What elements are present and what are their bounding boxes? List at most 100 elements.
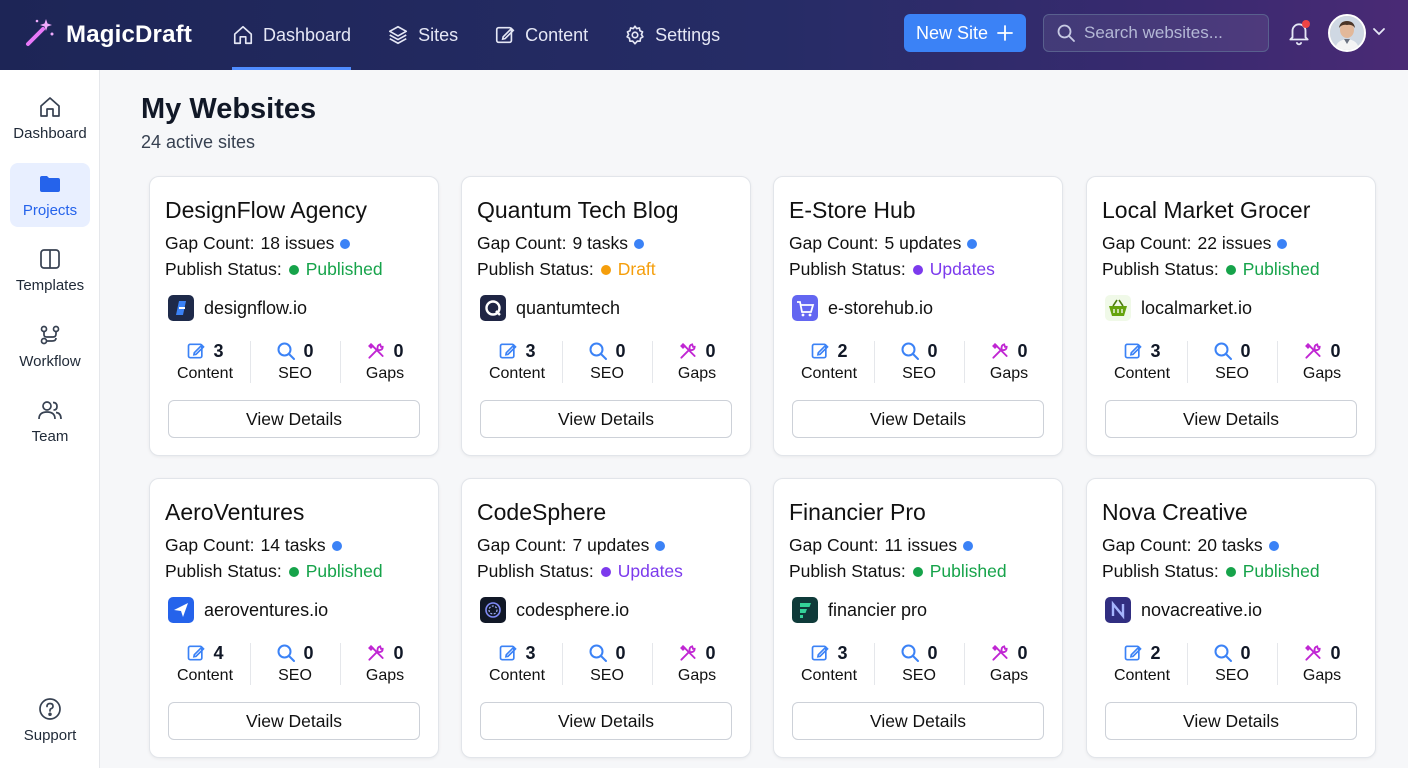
gap-indicator-dot	[633, 238, 644, 249]
nav-settings[interactable]: Settings	[624, 0, 720, 70]
site-name: CodeSphere	[477, 499, 607, 525]
sidebar-item-support[interactable]: Support	[10, 688, 90, 752]
site-domain[interactable]: e-storehub.io	[792, 295, 933, 321]
search-icon	[277, 644, 296, 662]
view-details-button[interactable]: View Details	[1105, 702, 1357, 740]
stat-seo: 0 SEO	[874, 339, 964, 385]
sidebar-item-workflow[interactable]: Workflow	[10, 314, 90, 378]
tools-icon	[1305, 645, 1322, 661]
content-count: 3	[837, 642, 848, 663]
gaps-label: Gaps	[677, 365, 717, 382]
seo-count: 0	[1240, 340, 1251, 361]
nav-sites[interactable]: Sites	[387, 0, 458, 70]
sidebar-item-templates[interactable]: Templates	[10, 238, 90, 302]
brand[interactable]: MagicDraft	[24, 16, 192, 53]
site-stats: 3 Content 0 SEO 0 Gaps	[160, 339, 430, 385]
status-badge: Updates	[929, 259, 995, 279]
stat-content: 2 Content	[784, 339, 874, 385]
view-details-button[interactable]: View Details	[792, 702, 1044, 740]
content-label: Content	[1113, 365, 1171, 382]
user-avatar-image	[1330, 16, 1364, 50]
site-domain[interactable]: designflow.io	[168, 295, 307, 321]
site-card: CodeSphere Gap Count: 7 updates Publish …	[461, 478, 751, 758]
sidebar-item-label: Workflow	[19, 352, 81, 370]
sidebar-item-label: Projects	[22, 201, 78, 219]
stat-seo: 0 SEO	[562, 641, 652, 687]
search-box	[1043, 14, 1269, 52]
nav-content[interactable]: Content	[494, 0, 588, 70]
view-details-button[interactable]: View Details	[1105, 400, 1357, 438]
site-card: AeroVentures Gap Count: 14 tasks Publish…	[149, 478, 439, 758]
gap-count: Gap Count: 7 updates	[477, 535, 666, 556]
view-details-button[interactable]: View Details	[480, 702, 732, 740]
new-site-button[interactable]: New Site	[904, 14, 1026, 52]
site-domain[interactable]: quantumtech	[480, 295, 620, 321]
gap-count-label: Gap Count:	[477, 535, 567, 555]
nav-dashboard[interactable]: Dashboard	[232, 0, 352, 70]
gaps-count: 0	[1330, 642, 1341, 663]
publish-status-label: Publish Status:	[789, 259, 906, 279]
seo-label: SEO	[590, 365, 624, 382]
gaps-count: 0	[1017, 642, 1028, 663]
status-dot	[912, 264, 923, 275]
content-label: Content	[488, 365, 546, 382]
chevron-down-icon	[1373, 28, 1385, 36]
tools-icon	[992, 343, 1009, 359]
gap-indicator-dot	[331, 540, 342, 551]
gap-count-label: Gap Count:	[165, 233, 255, 253]
seo-label: SEO	[902, 667, 936, 684]
tools-icon	[368, 343, 385, 359]
site-domain[interactable]: localmarket.io	[1105, 295, 1252, 321]
site-stats: 3 Content 0 SEO 0 Gaps	[472, 339, 742, 385]
content-label: Content	[800, 365, 858, 382]
publish-status: Publish Status: Updates	[477, 561, 683, 582]
content-label: Content	[488, 667, 546, 684]
gap-count: Gap Count: 22 issues	[1102, 233, 1288, 254]
sidebar-item-projects[interactable]: Projects	[10, 163, 90, 227]
publish-status-label: Publish Status:	[789, 561, 906, 581]
sidebar-item-label: Dashboard	[13, 124, 87, 142]
gap-count-label: Gap Count:	[789, 535, 879, 555]
site-domain[interactable]: novacreative.io	[1105, 597, 1262, 623]
site-name: Local Market Grocer	[1102, 197, 1311, 223]
sidebar-item-team[interactable]: Team	[10, 389, 90, 453]
site-logo-icon	[168, 295, 194, 321]
gaps-count: 0	[393, 642, 404, 663]
publish-status-label: Publish Status:	[165, 561, 282, 581]
seo-count: 0	[303, 642, 314, 663]
seo-label: SEO	[590, 667, 624, 684]
site-stats: 4 Content 0 SEO 0 Gaps	[160, 641, 430, 687]
seo-label: SEO	[278, 667, 312, 684]
site-name: DesignFlow Agency	[165, 197, 367, 223]
stat-content: 3 Content	[160, 339, 250, 385]
home-icon	[233, 25, 253, 45]
view-details-button[interactable]: View Details	[168, 400, 420, 438]
site-domain[interactable]: codesphere.io	[480, 597, 629, 623]
site-domain[interactable]: aeroventures.io	[168, 597, 328, 623]
stat-gaps: 0 Gaps	[964, 339, 1054, 385]
gap-count-label: Gap Count:	[789, 233, 879, 253]
publish-status-label: Publish Status:	[477, 259, 594, 279]
edit-icon	[188, 343, 206, 359]
publish-status-label: Publish Status:	[165, 259, 282, 279]
view-details-button[interactable]: View Details	[168, 702, 420, 740]
view-details-button[interactable]: View Details	[480, 400, 732, 438]
site-domain[interactable]: financier pro	[792, 597, 927, 623]
notifications-button[interactable]	[1286, 20, 1312, 46]
search-input[interactable]	[1084, 23, 1264, 43]
sidebar-item-dashboard[interactable]: Dashboard	[10, 86, 90, 150]
stat-seo: 0 SEO	[1187, 641, 1277, 687]
edit-icon	[500, 343, 518, 359]
account-menu-toggle[interactable]	[1372, 24, 1386, 43]
top-nav: Dashboard Sites Content Settings	[232, 0, 720, 70]
edit-icon	[812, 645, 830, 661]
gap-count: Gap Count: 5 updates	[789, 233, 978, 254]
status-dot	[1225, 566, 1236, 577]
status-dot	[1225, 264, 1236, 275]
site-domain-text: codesphere.io	[516, 599, 630, 620]
tools-icon	[368, 645, 385, 661]
view-details-button[interactable]: View Details	[792, 400, 1044, 438]
avatar[interactable]	[1328, 14, 1366, 52]
site-name: Nova Creative	[1102, 499, 1248, 525]
status-badge: Published	[1242, 561, 1320, 581]
